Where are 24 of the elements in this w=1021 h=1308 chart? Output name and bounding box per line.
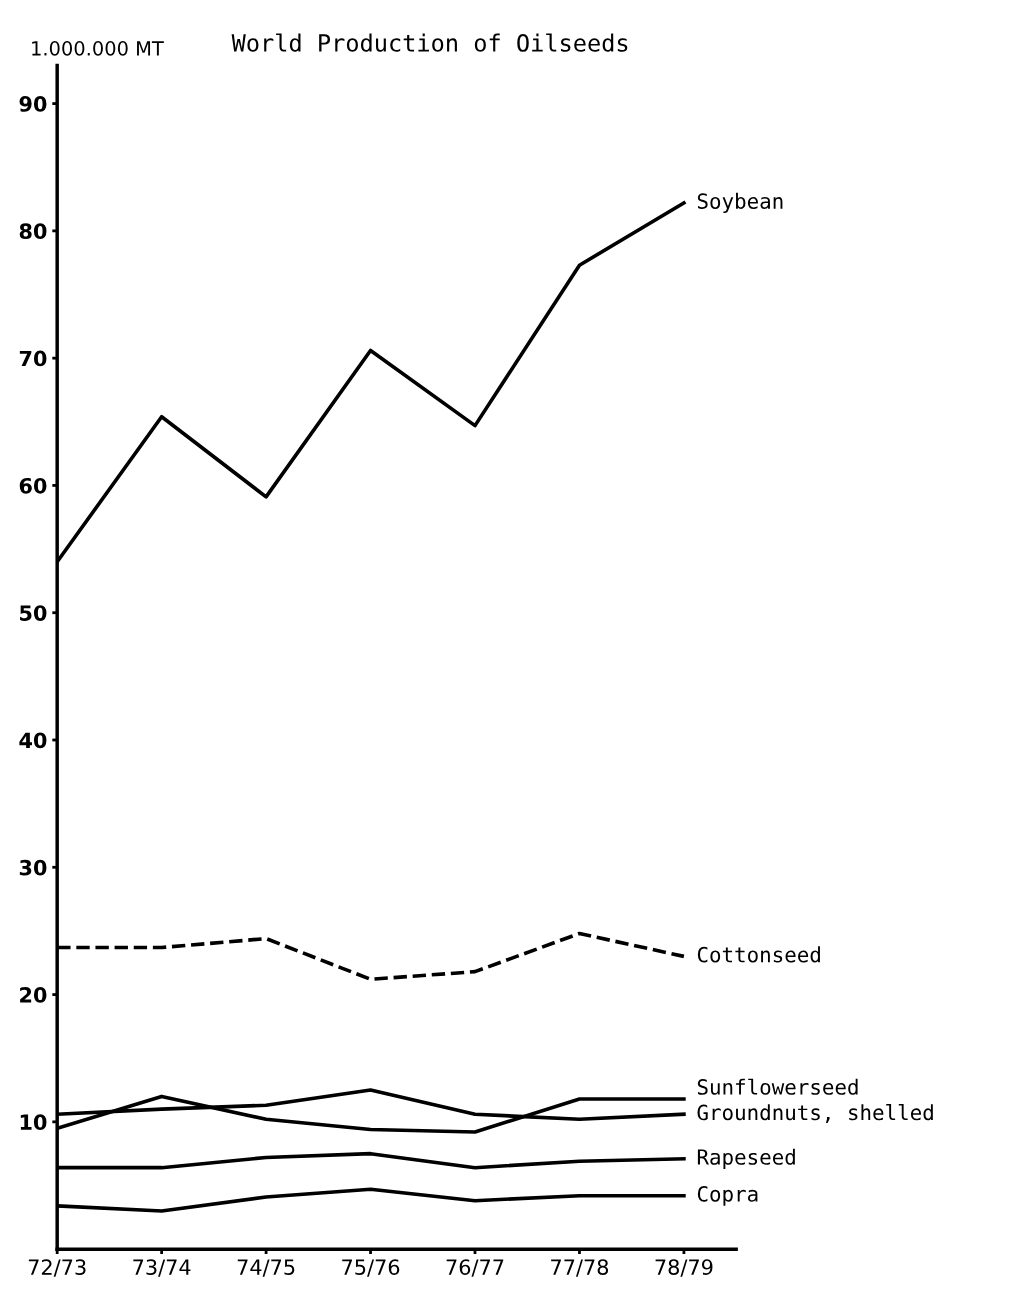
- y-tick-label: 20: [20, 987, 47, 1003]
- y-tick-label: 50: [20, 605, 47, 621]
- series-label: Copra: [697, 1186, 758, 1206]
- y-tick-label: 90: [19, 96, 47, 112]
- series-label: Sunflowerseed: [697, 1078, 858, 1095]
- series-label: Soybean: [697, 192, 783, 213]
- x-tick-label: 75/76: [342, 1259, 400, 1277]
- x-tick-label: 76/77: [446, 1259, 504, 1277]
- y-axis-title: 1.000.000 MT: [32, 41, 164, 56]
- x-tick-label: 77/78: [551, 1259, 609, 1277]
- x-tick-label: 78/79: [655, 1259, 713, 1277]
- y-tick-label: 80: [19, 223, 47, 240]
- series-label: Rapeseed: [697, 1148, 795, 1169]
- series-label: Cottonseed: [697, 946, 820, 963]
- series-label: Groundnuts, shelled: [697, 1104, 933, 1123]
- chart-title: World Production of Oilseeds: [231, 33, 628, 52]
- y-tick-label: 10: [20, 1114, 47, 1131]
- y-tick-label: 30: [19, 859, 47, 876]
- y-tick-label: 70: [19, 350, 47, 367]
- x-tick-label: 72/73: [28, 1259, 86, 1277]
- y-tick-label: 40: [19, 732, 47, 749]
- y-tick-label: 60: [19, 477, 47, 494]
- x-tick-label: 74/75: [237, 1259, 295, 1277]
- x-tick-label: 73/74: [133, 1259, 191, 1277]
